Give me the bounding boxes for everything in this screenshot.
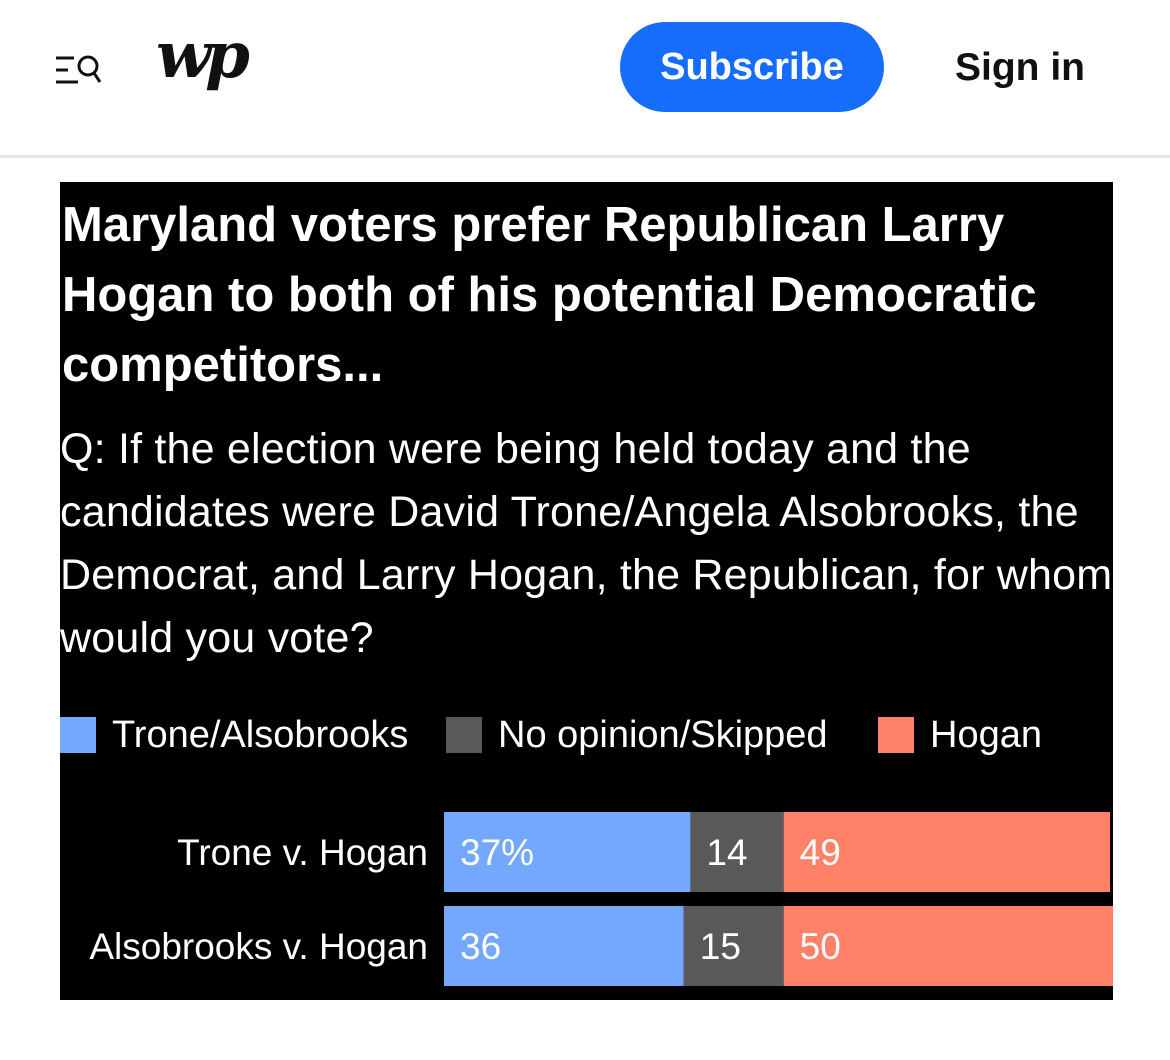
bar-segment [783, 906, 1113, 986]
menu-search-icon[interactable] [54, 50, 102, 90]
data-label: 14 [706, 832, 747, 873]
legend-item-trone-alsobrooks: Trone/Alsobrooks [60, 713, 409, 756]
chart-legend: Trone/Alsobrooks No opinion/Skipped Hoga… [60, 713, 1113, 756]
site-header: wp Subscribe Sign in [0, 0, 1170, 158]
bar-segment [444, 906, 684, 986]
legend-swatch [60, 717, 96, 753]
poll-graphic: Maryland voters prefer Republican Larry … [60, 182, 1113, 1000]
category-label: Alsobrooks v. Hogan [89, 926, 428, 967]
legend-label: No opinion/Skipped [498, 713, 828, 756]
data-label: 50 [800, 926, 841, 967]
legend-item-no-opinion: No opinion/Skipped [446, 713, 828, 756]
bar-segment [783, 812, 1110, 892]
legend-swatch [878, 717, 914, 753]
data-label: 49 [800, 832, 841, 873]
legend-label: Hogan [930, 713, 1042, 756]
category-label: Trone v. Hogan [177, 832, 428, 873]
legend-swatch [446, 717, 482, 753]
bar-segment [683, 906, 784, 986]
legend-label: Trone/Alsobrooks [112, 713, 409, 756]
wp-logo[interactable]: wp [156, 18, 250, 93]
chart-title: Maryland voters prefer Republican Larry … [62, 198, 1037, 392]
data-label: 37% [460, 832, 534, 873]
data-label: 36 [460, 926, 501, 967]
subscribe-button[interactable]: Subscribe [620, 22, 884, 112]
legend-item-hogan: Hogan [878, 713, 1042, 756]
sign-in-link[interactable]: Sign in [955, 46, 1085, 89]
data-label: 15 [700, 926, 741, 967]
poll-question: Q: If the election were being held today… [60, 425, 1113, 662]
stacked-bar-chart: Trone v. Hogan 37% 14 49 Alsobrooks v. Hogan… [89, 812, 1113, 986]
bar-segment [690, 812, 784, 892]
bar-segment [444, 812, 691, 892]
